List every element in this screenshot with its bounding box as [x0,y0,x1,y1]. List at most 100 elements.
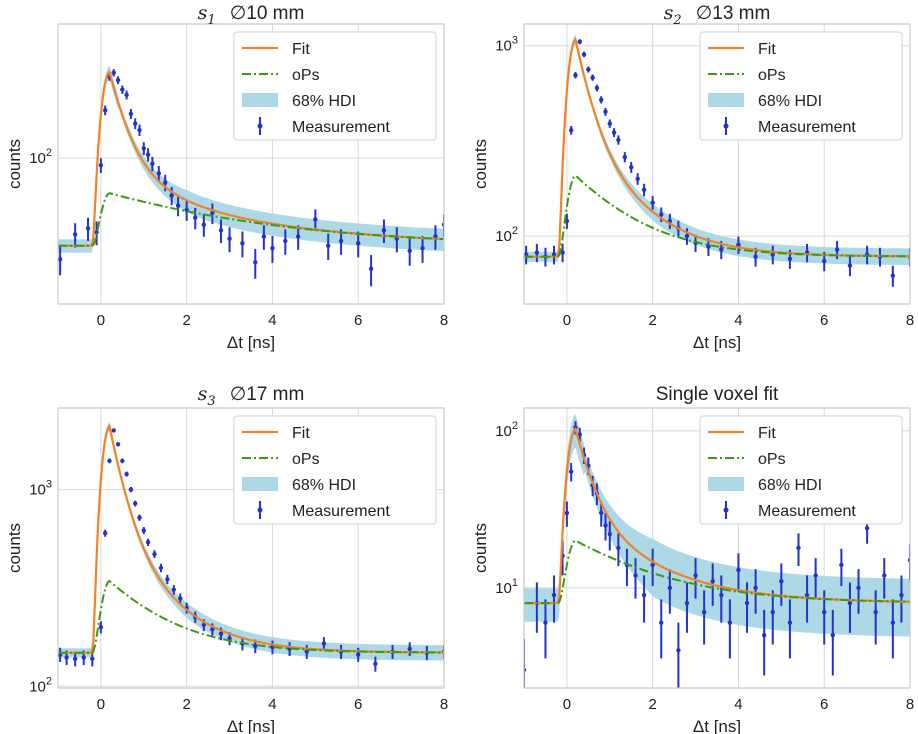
measurement-marker [141,146,146,151]
measurement-point [178,593,183,604]
measurement-point [813,558,818,599]
measurement-point [779,563,784,606]
measurement-point [210,203,215,225]
measurement-marker [543,620,548,625]
measurement-marker [804,592,810,598]
x-tick-label: 8 [906,312,914,329]
legend-label: Fit [292,41,310,58]
measurement-marker [64,655,69,660]
measurement-point [890,599,896,659]
measurement-point [659,207,664,223]
measurement-point [169,187,174,206]
x-tick-label: 6 [820,696,828,713]
plot-content [524,414,910,688]
measurement-marker [770,609,775,615]
measurement-point [577,39,582,45]
measurement-point [171,584,176,595]
measurement-point [736,236,741,255]
legend-label: 68% HDI [292,93,356,110]
measurement-point [253,248,258,279]
measurement-point [650,196,655,210]
x-tick-label: 4 [268,312,276,329]
measurement-marker [701,609,707,615]
measurement-marker [753,254,758,259]
measurement-marker [564,510,570,516]
measurement-point [137,514,142,521]
measurement-marker [822,609,827,615]
measurement-marker [577,432,582,437]
chart-panel-3: 0 2 4 6 8 102 103 Δt [ns] counts s3 ∅17 mm Fit oPs 68… [5,383,448,734]
x-tick-label: 4 [734,696,742,713]
measurement-point [115,76,121,85]
measurement-marker [590,75,595,80]
measurement-point [373,656,378,672]
measurement-marker [313,217,318,222]
measurement-marker [270,645,275,650]
measurement-marker [676,648,681,653]
measurement-point [551,575,557,623]
legend-label: oPs [758,67,786,84]
measurement-marker [599,510,604,516]
measurement-point [676,622,681,688]
measurement-point [128,108,134,119]
measurement-marker [899,592,904,598]
measurement-marker [128,111,134,116]
measurement-point [607,520,612,551]
y-axis-label: counts [471,139,490,189]
plot-content [58,65,444,287]
ops-line [524,539,910,605]
legend-box [233,31,437,141]
measurement-marker [98,624,104,630]
measurement-marker [882,573,887,578]
measurement-marker [573,72,578,78]
legend-label: Fit [292,425,310,442]
legend-label: oPs [292,451,320,468]
x-tick-label: 8 [906,696,914,713]
measurement-marker [120,458,125,464]
measurement-point [787,599,793,659]
measurement-marker [295,234,301,239]
x-tick-label: 6 [354,696,362,713]
measurement-point [577,427,582,442]
measurement-point [150,156,155,172]
measurement-point [102,529,108,537]
measurement-marker [72,656,78,661]
measurement-point [599,96,604,104]
measurement-marker [115,442,121,447]
measurement-marker [156,171,161,176]
measurement-point [629,161,634,173]
measurement-point [313,209,318,232]
plot-frame [57,23,445,305]
measurement-marker [635,176,640,181]
legend-label: Fit [758,41,776,58]
measurement-marker [534,250,540,255]
measurement-marker [102,108,108,113]
measurement-marker [90,656,95,661]
x-axis-label: Δt [ns] [227,717,275,734]
measurement-marker [629,165,634,170]
legend-hdi-swatch [242,477,278,491]
measurement-marker [607,121,612,126]
legend-box [233,415,437,525]
measurement-marker [240,241,245,246]
measurement-point [120,85,125,94]
measurement-point [599,501,604,527]
measurement-point [727,599,733,659]
measurement-marker [890,273,896,278]
measurement-marker [568,127,574,133]
measurement-point [890,265,896,287]
measurement-marker [201,622,207,628]
measurement-point [753,569,758,614]
measurement-point [137,124,142,136]
plot-content [58,421,444,672]
measurement-point [873,590,878,645]
measurement-point [227,227,232,253]
legend-label: 68% HDI [758,477,822,494]
measurement-point [856,569,861,614]
legend-label: Measurement [292,119,390,136]
measurement-point [124,90,129,100]
x-tick-label: 0 [97,312,105,329]
measurement-point [616,533,621,567]
x-tick-label: 2 [182,696,190,713]
measurement-marker [169,193,174,198]
